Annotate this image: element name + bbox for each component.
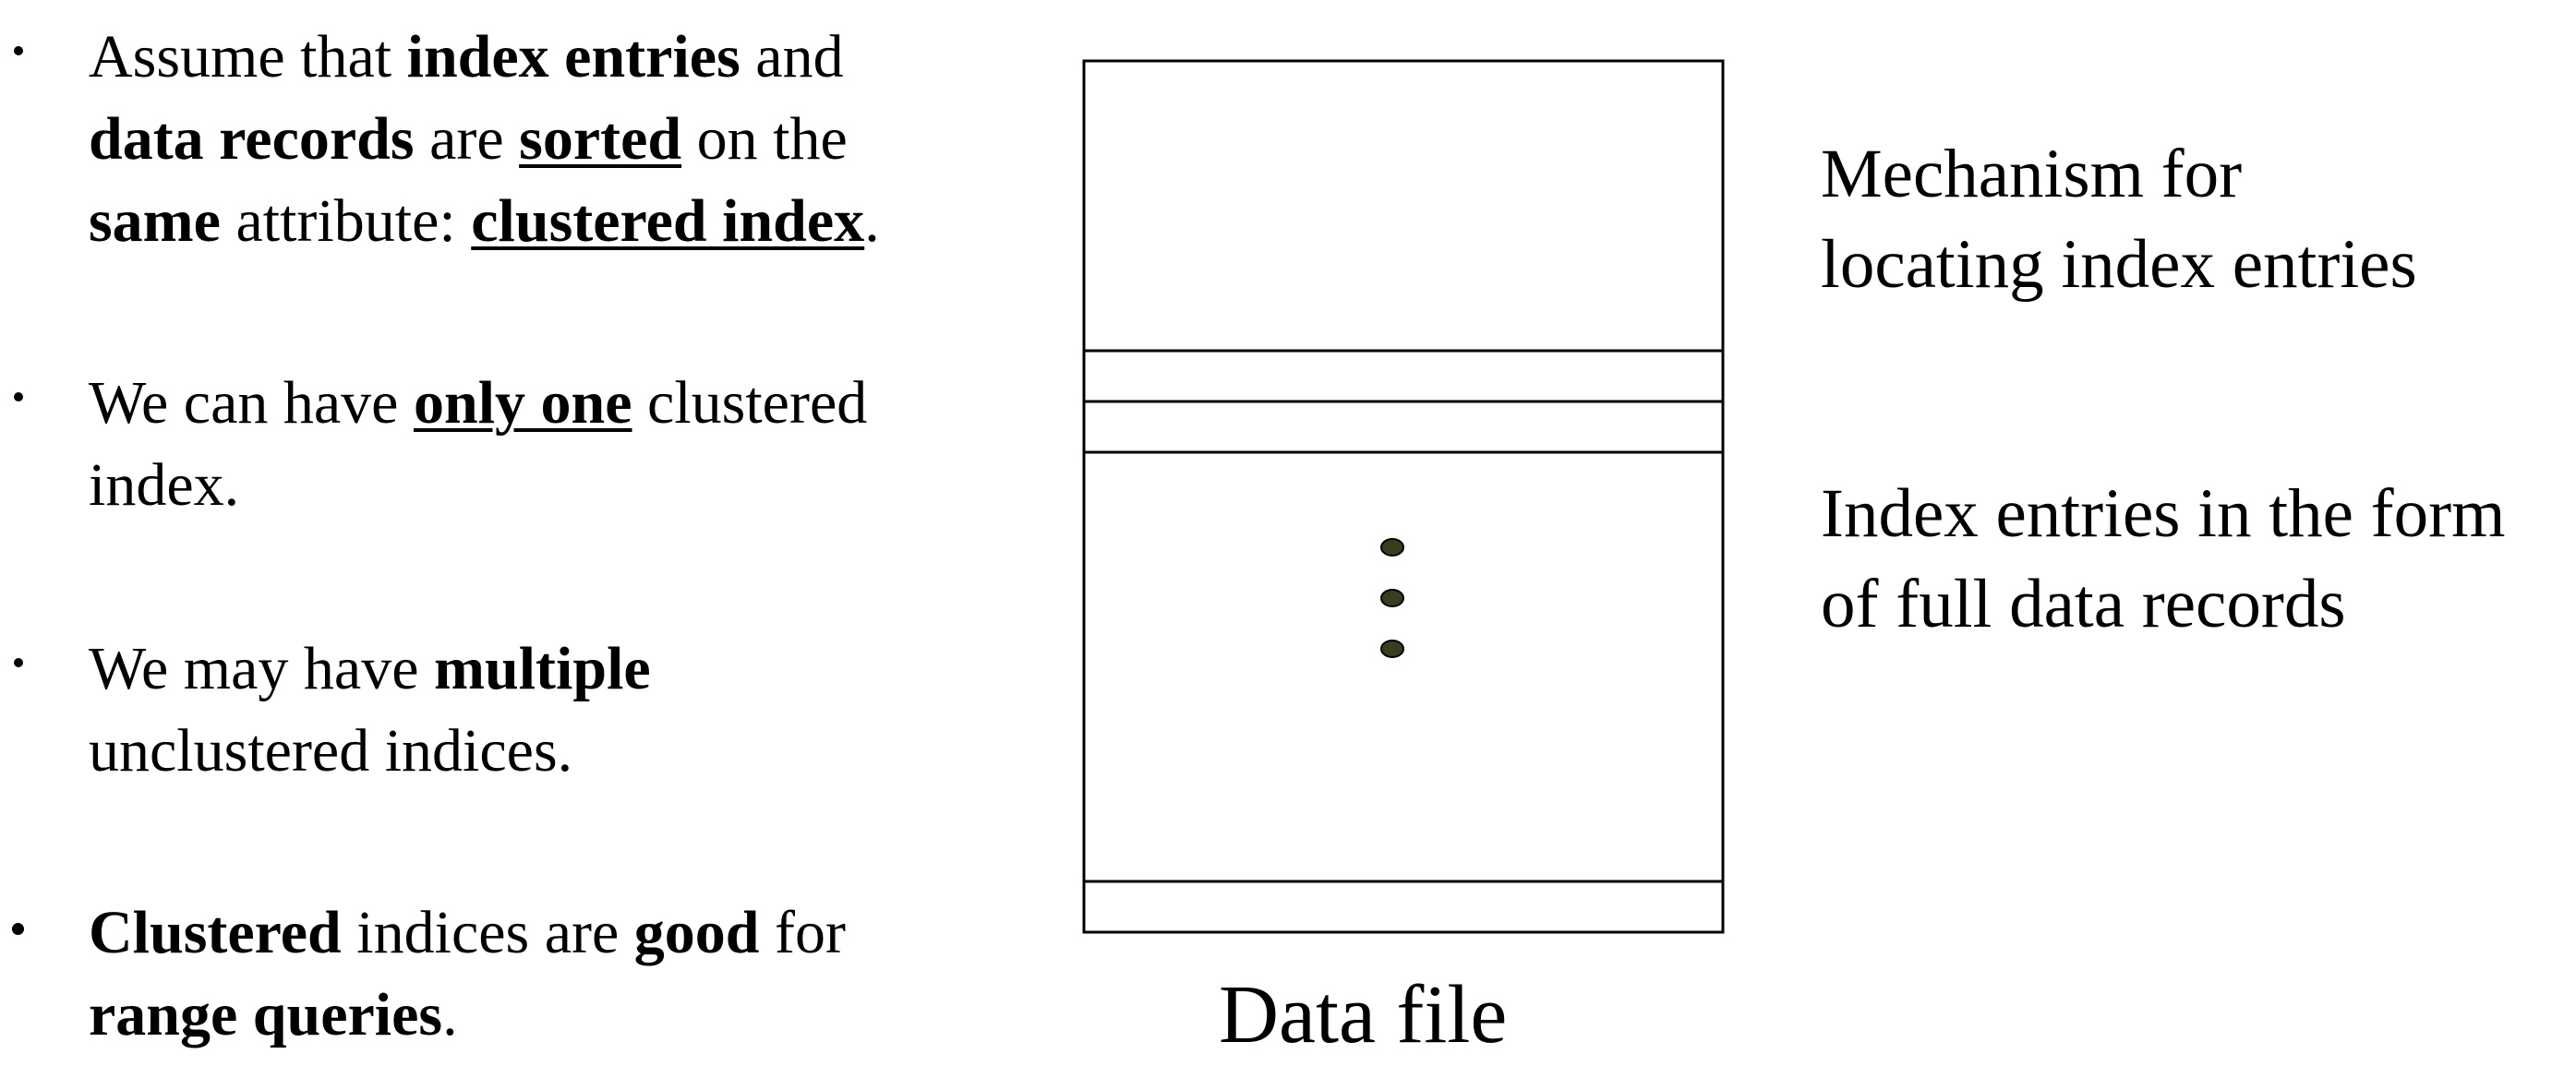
ellipsis-dot-icon <box>1380 589 1404 607</box>
bullet-line: range queries. <box>89 974 846 1056</box>
bullet-text-segment: same <box>89 187 221 255</box>
bullet-text-segment: indices are <box>341 899 634 966</box>
index-entries-label-line: Index entries in the form <box>1821 475 2506 552</box>
bullet-text-segment: only one <box>413 369 632 437</box>
bullet-dot-icon <box>14 46 23 55</box>
bullet-text-segment: attribute: <box>220 187 472 255</box>
bullet-line: We can have only one clustered <box>89 362 867 444</box>
bullet-text-segment: on the <box>681 105 848 173</box>
bullet-line: index. <box>89 444 867 526</box>
bullet-text-segment: clustered index <box>471 187 865 255</box>
bullet-text-segment: unclustered indices. <box>89 717 573 785</box>
bullet-text-segment: are <box>414 105 520 173</box>
bullet-text-segment: We can have <box>89 369 414 437</box>
bullet-dot-icon <box>14 392 23 401</box>
bullet-text-segment: Clustered <box>89 899 342 966</box>
bullet-text-segment: index entries <box>406 23 740 90</box>
bullet-text: We may have multiple unclustered indices. <box>89 628 651 792</box>
bullet-line: Assume that index entries and <box>89 16 880 98</box>
mechanism-label-line: Mechanism for <box>1821 136 2243 212</box>
bullet-text-segment: sorted <box>519 105 682 173</box>
bullet-text-segment: We may have <box>89 635 435 702</box>
bullet-list: Assume that index entries and data record… <box>0 0 1034 1066</box>
bullet-line: Clustered indices are good for <box>89 892 846 974</box>
bullet-text-segment: multiple <box>434 635 651 702</box>
bullet-line: We may have multiple <box>89 628 651 710</box>
bullet-text-segment: and <box>740 23 844 90</box>
bullet-text-segment: . <box>442 981 458 1048</box>
bullet-text-segment: Assume that <box>89 23 407 90</box>
bullet-text: Clustered indices are good for range quer… <box>89 892 846 1056</box>
bullet-text-segment: . <box>864 187 880 255</box>
bullet-text-segment: index. <box>89 451 240 519</box>
bullet-line: data records are sorted on the <box>89 98 880 180</box>
mechanism-label: Mechanism for locating index entries <box>1821 129 2417 310</box>
bullet-dot-icon <box>12 923 24 935</box>
bullet-text-segment: range queries <box>89 981 443 1048</box>
ellipsis-dot-icon <box>1380 538 1404 557</box>
bullet-text: We can have only one clustered index. <box>89 362 867 526</box>
data-file-caption: Data file <box>1219 969 1508 1060</box>
bullet-text-segment: good <box>633 899 760 966</box>
bullet-text-segment: for <box>759 899 846 966</box>
bullet-line: same attribute: clustered index. <box>89 180 880 262</box>
data-file-box <box>1082 59 1725 934</box>
bullet-text-segment: clustered <box>632 369 868 437</box>
bullet-text-segment: data records <box>89 105 415 173</box>
bullet-text: Assume that index entries and data record… <box>89 16 880 262</box>
bullet-line: unclustered indices. <box>89 710 651 792</box>
mechanism-label-line: locating index entries <box>1821 226 2417 303</box>
ellipsis-dot-icon <box>1380 640 1404 658</box>
index-entries-label: Index entries in the form of full data r… <box>1821 469 2505 650</box>
bullet-dot-icon <box>14 658 23 667</box>
index-entries-label-line: of full data records <box>1821 566 2346 642</box>
